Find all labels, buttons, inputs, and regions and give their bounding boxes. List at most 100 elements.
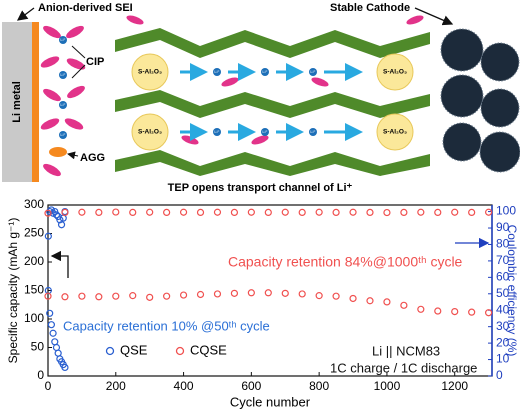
ion-label: Li⁺ [60, 102, 65, 107]
chart: 0 200 400 600 800 1000 1200 0 50 100 150 200 250 300 0… [6, 197, 519, 409]
data-point [417, 305, 425, 313]
transport-arrows [180, 63, 363, 141]
data-point [213, 208, 222, 216]
y2-tick-label: 0 [496, 368, 503, 382]
cathode-particles [440, 28, 520, 173]
schematic: Li metal Anion-derived SEI Li⁺ Li⁺ Li⁺ L… [2, 2, 520, 194]
data-point [349, 294, 357, 303]
y2-tick-label: 90 [496, 220, 510, 234]
data-point [112, 208, 120, 216]
y-tick-label: 300 [24, 197, 44, 211]
data-point [54, 349, 62, 357]
x-tick-label: 0 [45, 379, 52, 393]
data-point [49, 209, 57, 217]
ion-label: Li⁺ [214, 69, 219, 74]
data-point [129, 292, 137, 300]
anode [2, 22, 32, 182]
x-tick-label: 600 [241, 379, 261, 393]
y-tick-label: 150 [24, 283, 44, 297]
x-tick-label: 1000 [374, 379, 401, 393]
data-point [230, 208, 239, 216]
data-point [247, 289, 255, 297]
data-point [57, 221, 66, 229]
y2-tick-label: 40 [496, 302, 510, 316]
y2-tick-label: 60 [496, 270, 510, 284]
legend-marker [105, 346, 115, 356]
data-point [230, 289, 239, 297]
y-tick-label: 250 [24, 226, 44, 240]
data-point [61, 363, 69, 372]
data-point [95, 293, 103, 301]
data-point [264, 208, 272, 216]
arrow [414, 7, 454, 26]
polymer-chains [115, 28, 430, 176]
data-point [400, 208, 408, 216]
data-point [366, 208, 374, 216]
ion-label: Li⁺ [60, 72, 65, 77]
data-point [485, 309, 493, 317]
x-tick-label: 1200 [441, 379, 468, 393]
filler-label: S-Al₂O₃ [138, 69, 162, 76]
y2-tick-label: 10 [496, 352, 510, 366]
caption: TEP opens transport channel of Li⁺ [168, 182, 353, 194]
data-point [298, 290, 306, 298]
data-point [434, 208, 442, 216]
annotation: Capacity retention 10% @50ᵗʰ cycle [63, 318, 270, 333]
annotation: Li || NCM83 [372, 343, 440, 358]
pointer [71, 45, 86, 59]
data-point [451, 208, 459, 216]
data-point [451, 307, 459, 316]
anode-label: Li metal [11, 81, 23, 123]
ion-label: Li⁺ [214, 129, 219, 134]
data-point [196, 208, 205, 216]
agg-ion [49, 147, 67, 157]
data-point [213, 290, 222, 298]
data-point [44, 209, 52, 217]
data-point [146, 293, 154, 301]
annotation: 1C charge / 1C discharge [330, 360, 477, 375]
y-tick-label: 100 [24, 311, 44, 325]
data-point [61, 208, 69, 216]
data-point [383, 298, 391, 306]
sei-label: Anion-derived SEI [38, 2, 133, 14]
agg-label: AGG [80, 152, 105, 164]
arrow [67, 151, 79, 160]
data-point [349, 208, 357, 216]
data-point [383, 208, 391, 217]
data-point [468, 308, 476, 316]
data-point [61, 293, 69, 301]
y2-axis-label: Coulombic efficiency (%) [505, 225, 519, 357]
data-point [281, 208, 289, 216]
data-point [179, 208, 188, 216]
filler-particles [131, 53, 414, 151]
x-axis-label: Cycle number [230, 394, 311, 409]
legend-marker [175, 346, 185, 356]
data-point [332, 292, 340, 300]
y-tick-label: 0 [37, 368, 44, 382]
ion-label: Li⁺ [262, 69, 267, 74]
data-point [51, 338, 59, 346]
li-ions [213, 68, 317, 136]
cathode-label: Stable Cathode [330, 2, 410, 14]
data-point [298, 208, 306, 216]
data-point [47, 321, 55, 329]
data-point [46, 207, 54, 216]
data-point [315, 208, 323, 216]
y-tick-label: 50 [31, 340, 45, 354]
data-point [78, 292, 86, 300]
x-tick-label: 400 [174, 379, 194, 393]
legend-label: CQSE [190, 342, 227, 357]
legend-label: QSE [120, 342, 148, 357]
anions [40, 25, 86, 177]
data-point [417, 208, 425, 216]
data-point [179, 291, 188, 299]
y-axis-label: Specific capacity (mAh g⁻¹) [6, 218, 20, 364]
y2-tick-label: 100 [496, 204, 516, 218]
ion-label: Li⁺ [262, 129, 267, 134]
annotation: Capacity retention 84%@1000ᵗʰ cycle [228, 254, 463, 270]
data-point [46, 309, 54, 317]
data-point [95, 208, 103, 216]
ion-label: Li⁺ [60, 37, 65, 42]
x-tick-label: 800 [309, 379, 329, 393]
y2-tick-label: 80 [496, 237, 510, 251]
